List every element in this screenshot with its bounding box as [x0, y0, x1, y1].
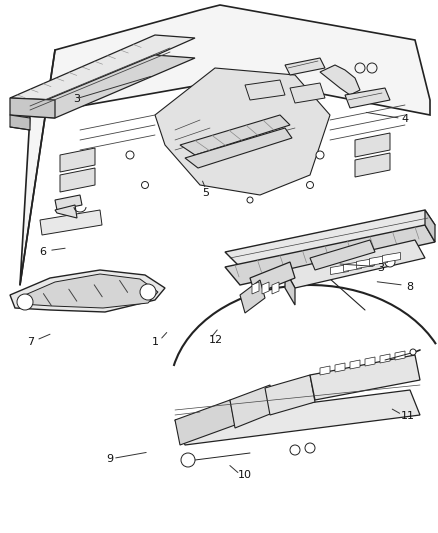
Polygon shape [310, 355, 420, 400]
Polygon shape [185, 128, 292, 168]
Polygon shape [245, 80, 285, 100]
Polygon shape [252, 282, 259, 294]
Circle shape [305, 443, 315, 453]
Polygon shape [60, 168, 95, 192]
Polygon shape [10, 115, 30, 130]
Polygon shape [55, 205, 77, 218]
Polygon shape [310, 240, 375, 270]
Polygon shape [357, 259, 374, 269]
Text: 12: 12 [208, 335, 223, 345]
Circle shape [140, 284, 156, 300]
Polygon shape [250, 262, 295, 294]
Text: 9: 9 [106, 455, 113, 464]
Circle shape [367, 63, 377, 73]
Polygon shape [320, 366, 330, 375]
Polygon shape [225, 210, 435, 267]
Text: 11: 11 [400, 411, 414, 421]
Polygon shape [262, 282, 269, 294]
Text: 8: 8 [406, 282, 413, 292]
Polygon shape [18, 274, 158, 308]
Polygon shape [272, 282, 279, 294]
Text: 3: 3 [378, 263, 385, 272]
Circle shape [17, 294, 33, 310]
Polygon shape [380, 354, 390, 363]
Polygon shape [365, 357, 375, 366]
Polygon shape [355, 133, 390, 157]
Circle shape [141, 182, 148, 189]
Polygon shape [175, 390, 420, 445]
Polygon shape [230, 385, 275, 428]
Polygon shape [290, 83, 325, 103]
Polygon shape [10, 98, 55, 118]
Polygon shape [382, 253, 400, 262]
Polygon shape [350, 360, 360, 369]
Text: 7: 7 [27, 337, 34, 347]
Polygon shape [345, 88, 390, 108]
Polygon shape [180, 115, 290, 155]
Text: 1: 1 [152, 337, 159, 347]
Polygon shape [425, 210, 435, 242]
Text: 3: 3 [73, 94, 80, 103]
Polygon shape [10, 55, 195, 118]
Polygon shape [355, 153, 390, 177]
Polygon shape [285, 270, 295, 305]
Polygon shape [335, 363, 345, 372]
Polygon shape [240, 280, 265, 313]
Polygon shape [395, 351, 405, 360]
Circle shape [307, 182, 314, 189]
Polygon shape [331, 264, 349, 274]
Polygon shape [370, 255, 388, 265]
Polygon shape [20, 5, 430, 285]
Text: 10: 10 [237, 471, 251, 480]
Polygon shape [265, 375, 315, 415]
Text: 5: 5 [202, 188, 209, 198]
Circle shape [316, 151, 324, 159]
Circle shape [181, 453, 195, 467]
Polygon shape [155, 68, 330, 195]
Polygon shape [10, 35, 195, 100]
Circle shape [290, 445, 300, 455]
Polygon shape [40, 210, 102, 235]
Polygon shape [343, 262, 361, 271]
Polygon shape [320, 65, 360, 95]
Polygon shape [175, 400, 235, 445]
Circle shape [385, 257, 395, 267]
Polygon shape [285, 240, 425, 288]
Polygon shape [60, 148, 95, 172]
Text: 4: 4 [402, 115, 409, 124]
Polygon shape [225, 225, 435, 285]
Polygon shape [10, 270, 165, 312]
Polygon shape [285, 58, 325, 75]
Polygon shape [55, 195, 82, 210]
Text: 6: 6 [39, 247, 46, 256]
Circle shape [247, 197, 253, 203]
Circle shape [410, 349, 416, 355]
Circle shape [126, 151, 134, 159]
Circle shape [355, 63, 365, 73]
